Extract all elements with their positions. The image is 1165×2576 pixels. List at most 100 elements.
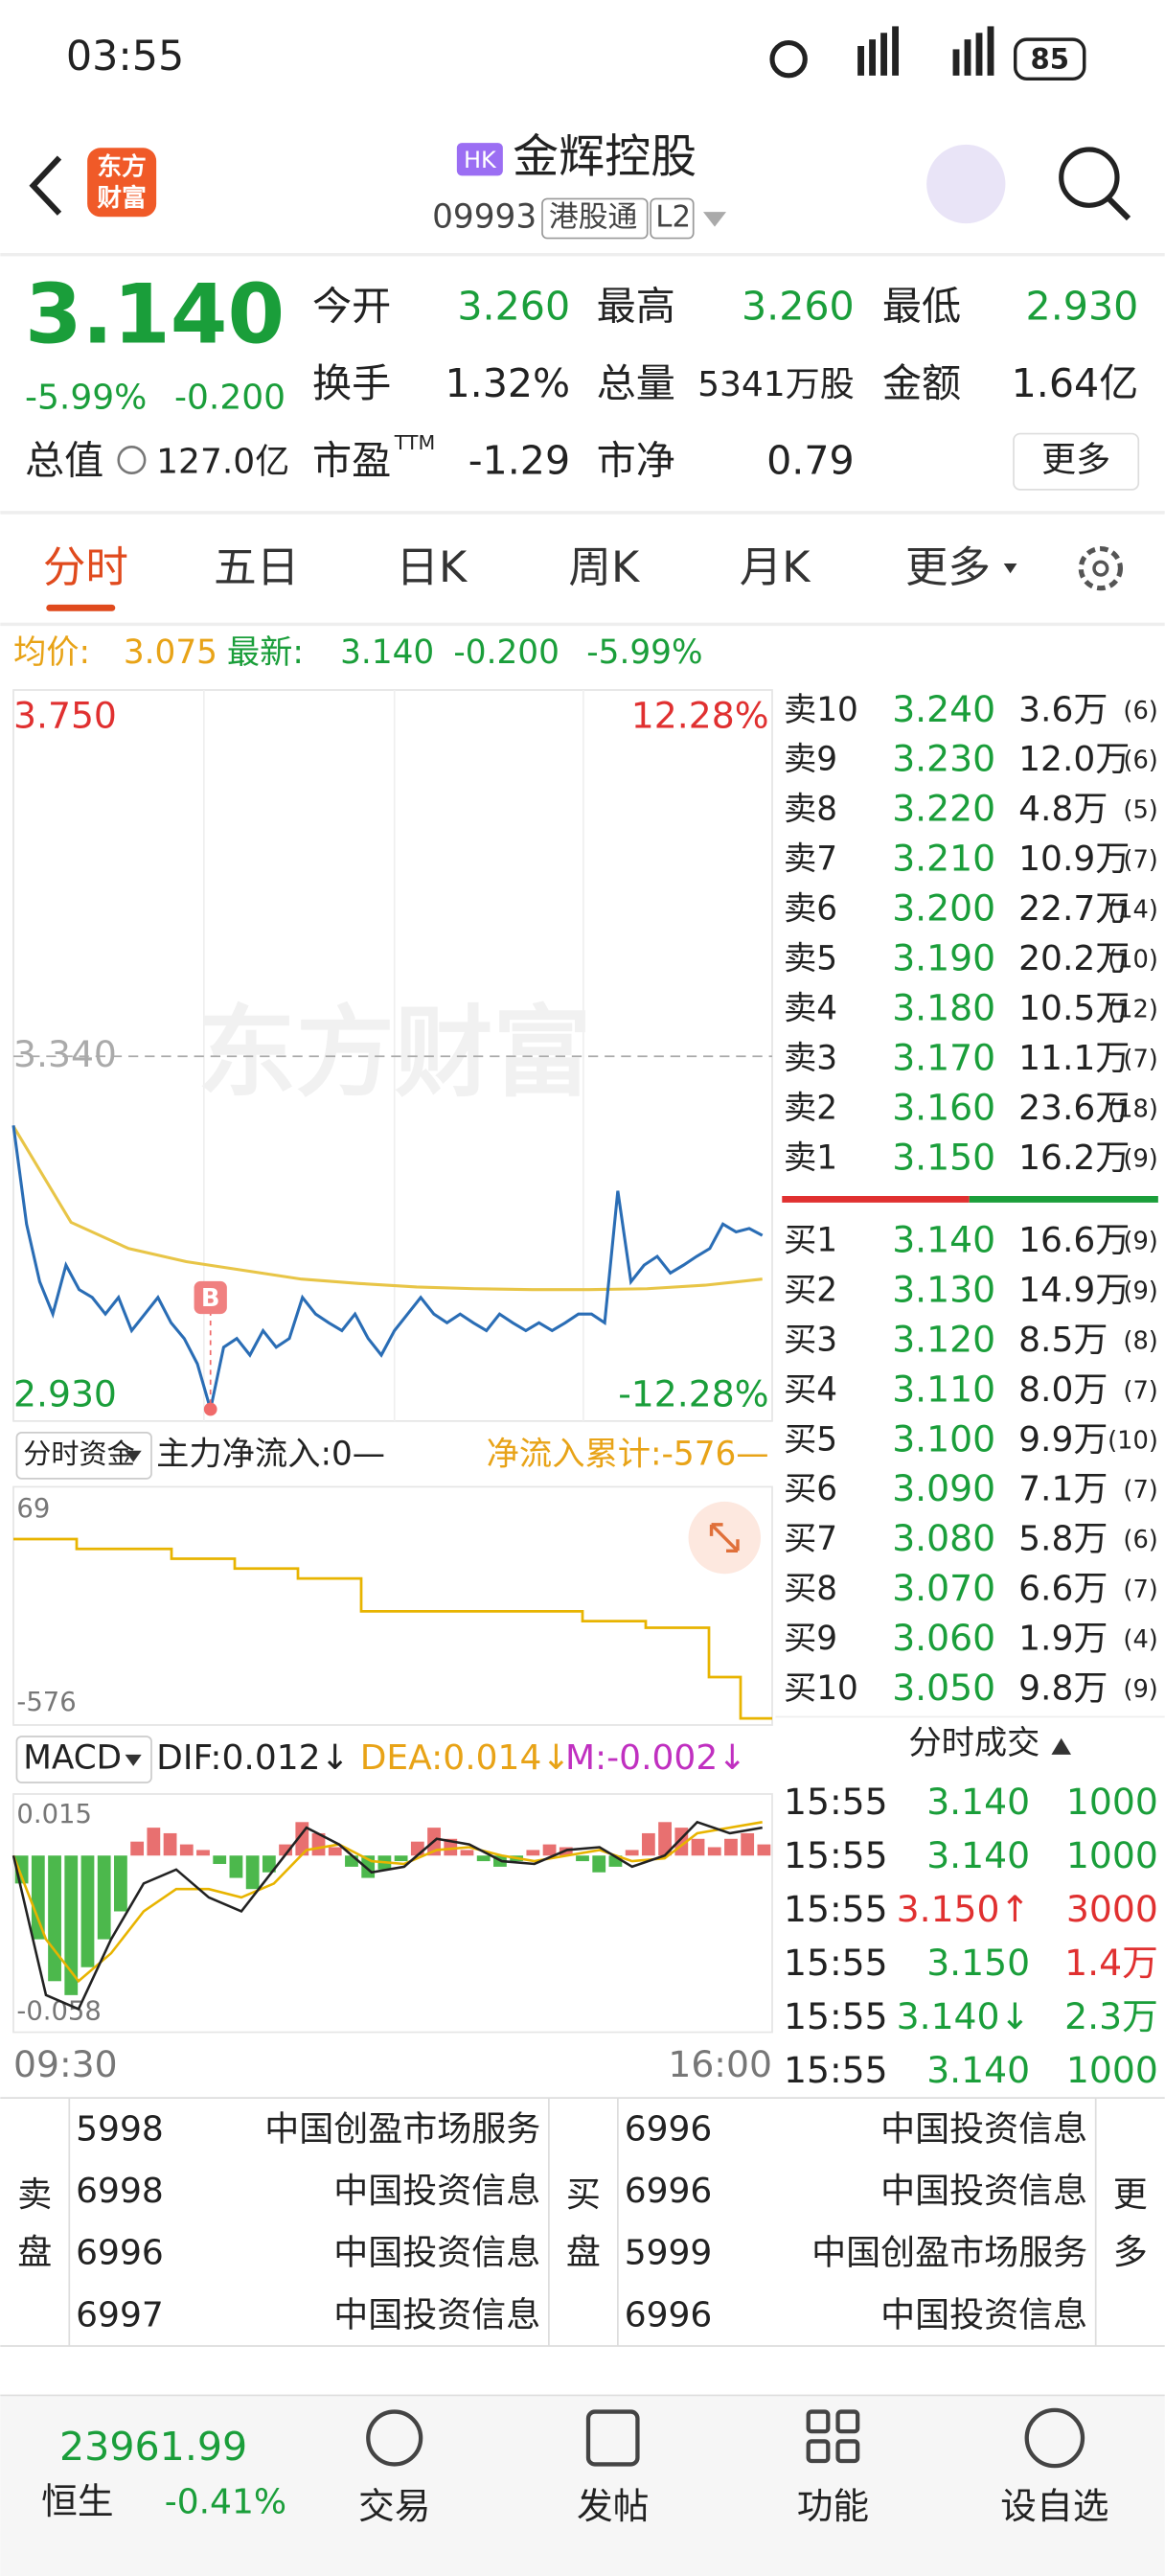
broker-name: 中国投资信息 — [880, 2295, 1087, 2334]
bid-label: 买4 — [784, 1370, 837, 1409]
marker-badge — [194, 1280, 227, 1315]
bid-volume: 6.6万 — [1018, 1570, 1108, 1609]
broker-name: 中国投资信息 — [333, 2295, 540, 2334]
main-flow: 主力净流入:0— — [156, 1435, 385, 1473]
macd-bar — [31, 1855, 45, 1940]
ask-count: (6) — [1123, 747, 1157, 775]
ask-label: 卖7 — [784, 840, 837, 879]
bid-label: 买9 — [784, 1620, 837, 1658]
more-button[interactable] — [1013, 432, 1140, 491]
index-name: 恒生 — [41, 2480, 113, 2522]
bid-price: 3.130 — [892, 1268, 995, 1310]
ask-label: 卖6 — [784, 890, 837, 929]
stat-label: 今开 — [312, 283, 391, 329]
bid-volume: 8.0万 — [1018, 1370, 1108, 1410]
macd-bar — [476, 1855, 491, 1862]
ask-price: 3.210 — [892, 838, 995, 880]
trade-volume: 1000 — [1066, 1834, 1158, 1876]
macd-bar — [658, 1822, 672, 1856]
ask-label: 卖10 — [784, 691, 858, 729]
tab[interactable]: 更多 — [905, 542, 991, 592]
status-time: 03:55 — [66, 33, 184, 80]
marker-label: B — [201, 1284, 220, 1313]
nav-item[interactable]: 发帖 — [577, 2485, 649, 2527]
broker-side[interactable]: 更 — [1113, 2175, 1148, 2215]
stock-name: 金辉控股 — [513, 129, 697, 183]
dropdown-arrow[interactable] — [703, 212, 726, 227]
index-value[interactable]: 23961.99 — [59, 2424, 247, 2470]
tab-arrow — [1003, 564, 1017, 574]
broker-side: 盘 — [17, 2233, 52, 2272]
search-button[interactable] — [1059, 147, 1120, 208]
macd-bar — [64, 1855, 79, 1995]
ask-count: (6) — [1123, 697, 1157, 725]
assistant-icon[interactable] — [926, 144, 1006, 224]
broker-name: 中国投资信息 — [333, 2234, 540, 2273]
info-icon — [117, 446, 147, 474]
trades-title: 分时成交 — [908, 1724, 1039, 1762]
broker-side[interactable]: 多 — [1113, 2233, 1148, 2272]
stat-value: 2.930 — [1026, 283, 1139, 329]
more-button-text[interactable]: 更多 — [1041, 441, 1110, 480]
macd-bar — [625, 1850, 639, 1856]
watermark: 东方财富 — [197, 997, 591, 1111]
tab[interactable]: 五日 — [214, 542, 299, 592]
macd-bar — [130, 1841, 145, 1856]
settings-button[interactable] — [1078, 546, 1123, 591]
bid-volume: 7.1万 — [1018, 1470, 1108, 1509]
macd-frame — [12, 1793, 773, 2034]
broker-name: 中国投资信息 — [333, 2172, 540, 2211]
ask-price: 3.200 — [892, 887, 995, 930]
macd-selector-box[interactable] — [15, 1736, 152, 1783]
macd-bar — [707, 1847, 721, 1856]
bid-label: 买1 — [784, 1222, 837, 1260]
macd-bar — [741, 1832, 755, 1856]
dif-label: DIF:0.012↓ — [156, 1738, 350, 1778]
bid-count: (8) — [1123, 1326, 1157, 1355]
flow-selector[interactable]: 分时资金 — [23, 1438, 134, 1470]
tab[interactable]: 分时 — [43, 542, 128, 592]
dea-label: DEA:0.014↓ — [360, 1738, 571, 1778]
y-tick-label: 2.930 — [13, 1373, 117, 1415]
macd-bar — [576, 1855, 589, 1862]
bid-price: 3.110 — [892, 1368, 995, 1410]
macd-bar — [410, 1841, 424, 1856]
nav-item[interactable]: 功能 — [797, 2485, 869, 2527]
trades-toggle[interactable] — [1051, 1737, 1071, 1755]
ask-price: 3.230 — [892, 738, 995, 780]
tab[interactable]: 月K — [740, 542, 812, 592]
flow-selector-box[interactable] — [15, 1431, 152, 1480]
y-tick-label: -576 — [16, 1688, 76, 1717]
change-pct: -5.99% — [25, 379, 147, 418]
x-tick-label: 16:00 — [668, 2043, 772, 2085]
tab[interactable]: 周K — [568, 542, 641, 592]
bid-volume: 1.9万 — [1018, 1620, 1108, 1659]
stat-label: 换手 — [312, 360, 391, 406]
stat-value: 1.64亿 — [1012, 360, 1139, 406]
tab-underline — [46, 604, 116, 611]
nav-item[interactable]: 交易 — [358, 2485, 430, 2527]
cum-flow: 净流入累计:-576— — [487, 1435, 769, 1473]
broker-seat: 6997 — [76, 2295, 164, 2334]
back-button[interactable] — [29, 155, 62, 216]
stat-label: 市盈 — [312, 437, 391, 483]
trade-price: 3.150↑ — [897, 1888, 1031, 1930]
trade-price: 3.140 — [926, 1781, 1030, 1823]
macd-selector[interactable]: MACD — [23, 1738, 122, 1777]
ask-label: 卖4 — [784, 989, 837, 1027]
price-line — [11, 1125, 764, 1410]
nav-item[interactable]: 设自选 — [1000, 2485, 1108, 2527]
nav-icons — [366, 2407, 1085, 2469]
bid-count: (7) — [1123, 1376, 1157, 1405]
bid-label: 买5 — [784, 1420, 837, 1459]
flow-frame — [12, 1485, 773, 1726]
trade-volume: 2.3万 — [1064, 1995, 1158, 2037]
trade-price: 3.150 — [926, 1942, 1030, 1984]
ask-volume: 10.9万 — [1018, 840, 1130, 879]
latest-label: 最新: — [227, 633, 304, 672]
ask-count: (10) — [1108, 945, 1158, 974]
last-price: 3.140 — [25, 267, 285, 363]
ask-label: 卖5 — [784, 939, 837, 978]
tab[interactable]: 日K — [396, 542, 468, 592]
y-tick-label: 0.015 — [16, 1800, 91, 1829]
